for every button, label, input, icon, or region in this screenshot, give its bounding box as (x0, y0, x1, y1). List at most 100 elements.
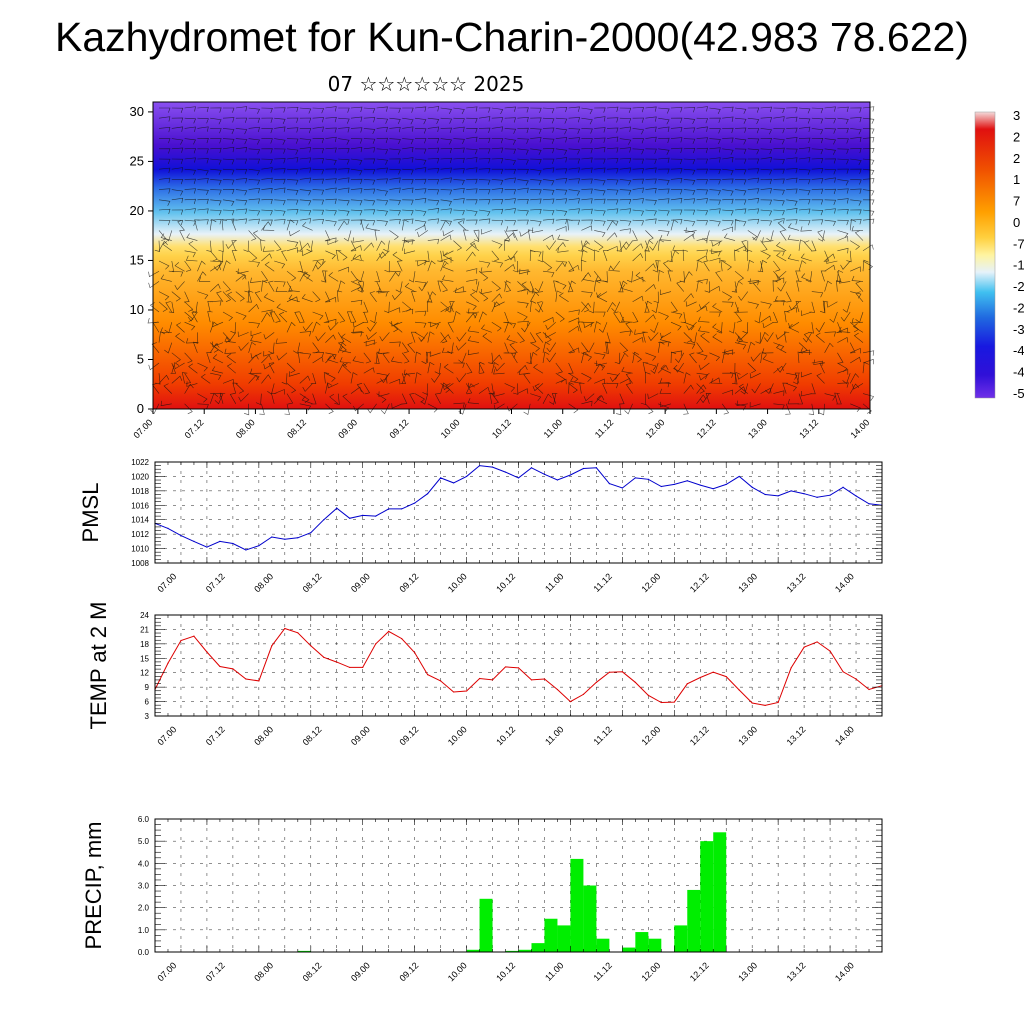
temperature-data-point (401, 637, 403, 640)
temperature-y-tick-label: 21 (140, 625, 149, 634)
precipitation-bar (466, 949, 480, 952)
temperature-x-tick-label: 08.00 (252, 724, 275, 747)
pmsl-y-axis-title: PMSL (78, 483, 103, 543)
pmsl-data-point (336, 507, 338, 509)
precipitation-x-tick-label: 10.00 (446, 960, 469, 983)
temperature-data-point (180, 639, 182, 642)
temperature-data-point (258, 680, 260, 682)
temperature-y-tick-label: 15 (140, 654, 149, 663)
precipitation-x-tick-label: 09.00 (349, 960, 372, 983)
precipitation-x-tick-label: 11.12 (591, 960, 614, 983)
temperature-data-point (362, 666, 364, 669)
temperature-y-tick-label: 18 (140, 640, 149, 649)
y-tick-label: 0 (137, 401, 144, 416)
temperature-x-tick-label: 12.00 (639, 724, 662, 747)
colorbar-label: -4 (1013, 365, 1024, 380)
y-tick-label: 5 (137, 351, 144, 366)
temperature-data-point (543, 678, 546, 680)
precipitation-bar (687, 889, 701, 952)
pmsl-data-point (452, 482, 455, 484)
temperature-data-point (193, 635, 195, 637)
precipitation-bar (570, 858, 584, 952)
x-tick-label: 09.00 (336, 417, 359, 440)
temperature-data-point (582, 693, 585, 695)
temperature-data-point (284, 627, 286, 630)
temperature-data-point (232, 668, 234, 670)
colorbar-label: -3 (1013, 322, 1024, 337)
temperature-data-point (608, 671, 610, 673)
colorbar-label: -7 (1013, 236, 1024, 251)
temperature-data-point (595, 681, 597, 683)
temperature-data-point (167, 662, 169, 664)
pmsl-data-point (595, 467, 597, 469)
temperature-data-point (349, 666, 351, 669)
temperature-data-point (712, 671, 714, 673)
pmsl-x-tick-label: 11.12 (591, 571, 614, 594)
temperature-data-point (686, 683, 688, 685)
temperature-x-tick-label: 11.00 (543, 724, 566, 747)
y-tick-label: 25 (130, 153, 144, 168)
precipitation-x-tick-label: 12.00 (639, 960, 662, 983)
temperature-data-point (556, 688, 559, 691)
precipitation-x-tick-label: 11.00 (543, 960, 566, 983)
temperature-data-point (491, 679, 494, 681)
pmsl-data-point (440, 477, 442, 479)
x-tick-label: 08.00 (234, 417, 257, 440)
precipitation-bar (635, 932, 649, 952)
pmsl-x-tick-label: 07.12 (204, 571, 227, 594)
x-tick-label: 10.12 (490, 417, 513, 440)
pmsl-data-point (699, 484, 701, 486)
temperature-data-point (621, 671, 623, 673)
temperature-plot-area (155, 615, 882, 716)
pmsl-data-point (530, 467, 533, 469)
temperature-y-tick-label: 6 (145, 698, 150, 707)
colorbar-label: 3 (1013, 108, 1020, 123)
temperature-x-tick-label: 09.12 (397, 724, 420, 747)
precipitation-bar (700, 841, 714, 952)
x-tick-label: 09.12 (387, 417, 410, 440)
pmsl-data-point (362, 514, 364, 516)
pmsl-data-point (777, 495, 779, 497)
precipitation-x-tick-label: 07.12 (204, 960, 227, 983)
precipitation-bar (479, 898, 493, 952)
pmsl-data-point (401, 508, 403, 510)
temperature-data-point (673, 701, 675, 703)
temperature-data-point (855, 678, 857, 680)
pmsl-y-tick-label: 1008 (131, 559, 149, 568)
pmsl-data-point (258, 545, 260, 547)
temperature-data-point (699, 676, 701, 679)
temperature-x-tick-label: 13.00 (736, 724, 759, 747)
pmsl-x-tick-label: 08.00 (252, 571, 275, 594)
temperature-data-point (634, 681, 636, 683)
pmsl-data-point (167, 527, 169, 529)
precipitation-y-tick-label: 0.0 (138, 948, 150, 957)
pmsl-data-point (219, 540, 221, 542)
temperature-y-tick-label: 24 (140, 611, 149, 620)
precipitation-bar (531, 943, 545, 952)
pmsl-data-point (349, 517, 351, 519)
precipitation-bar (622, 947, 636, 952)
pmsl-data-point (284, 538, 286, 540)
x-tick-label: 11.00 (542, 417, 565, 440)
wind-barbs (147, 106, 875, 416)
colorbar-label: 2 (1013, 129, 1020, 144)
pmsl-data-point (556, 479, 559, 481)
x-tick-label: 07.00 (131, 417, 154, 440)
colorbar-label: -4 (1013, 343, 1024, 358)
pmsl-y-tick-label: 1012 (131, 530, 149, 539)
precipitation-y-tick-label: 6.0 (138, 815, 150, 824)
temperature-data-point (738, 689, 740, 691)
pmsl-data-point (621, 487, 623, 489)
temperature-x-tick-label: 07.00 (155, 724, 178, 747)
precipitation-y-tick-label: 4.0 (138, 859, 150, 868)
pmsl-data-point (310, 532, 312, 534)
colorbar-label: 2 (1013, 151, 1020, 166)
precipitation-y-tick-label: 5.0 (138, 837, 150, 846)
precipitation-y-tick-label: 1.0 (138, 926, 150, 935)
precipitation-x-tick-label: 08.12 (301, 960, 324, 983)
pmsl-data-point (388, 508, 390, 510)
cross-section-field (153, 102, 870, 409)
precipitation-y-tick-label: 3.0 (138, 882, 150, 891)
temperature-x-tick-label: 07.12 (204, 724, 227, 747)
